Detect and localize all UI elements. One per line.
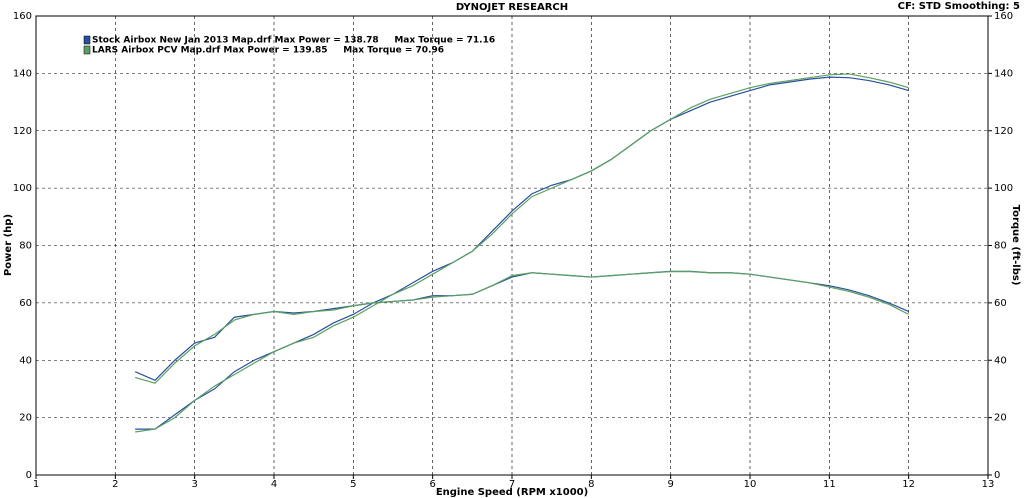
y2-tick-label: 40: [994, 355, 1007, 366]
x-tick-label: 5: [350, 479, 356, 490]
y-tick-label: 100: [13, 183, 32, 194]
legend-label: LARS Airbox PCV Map.drf Max Power = 139.…: [92, 46, 444, 56]
x-tick-label: 2: [112, 479, 118, 490]
x-tick-label: 4: [271, 479, 277, 490]
x-tick-label: 7: [509, 479, 515, 490]
data-line: [135, 73, 909, 433]
y-tick-label: 80: [19, 241, 32, 252]
x-tick-label: 6: [429, 479, 435, 490]
y2-tick-label: 140: [994, 68, 1013, 79]
x-tick-label: 1: [33, 479, 39, 490]
y2-tick-label: 100: [994, 183, 1013, 194]
legend-label: Stock Airbox New Jan 2013 Map.drf Max Po…: [92, 36, 495, 46]
x-tick-label: 9: [667, 479, 673, 490]
y-axis-label: Power (hp): [3, 214, 14, 276]
data-line: [135, 271, 909, 384]
legend-swatch: [83, 35, 91, 45]
x-tick-label: 11: [823, 479, 836, 490]
y2-tick-label: 0: [994, 470, 1000, 481]
x-tick-label: 8: [588, 479, 594, 490]
x-tick-label: 13: [982, 479, 995, 490]
x-axis-label: Engine Speed (RPM x1000): [436, 487, 588, 498]
y2-tick-label: 120: [994, 126, 1013, 137]
y-tick-label: 160: [13, 11, 32, 22]
y-tick-label: 20: [19, 413, 32, 424]
x-tick-label: 3: [191, 479, 197, 490]
subtitle: CF: STD Smoothing: 5: [898, 1, 1020, 12]
y-tick-label: 140: [13, 68, 32, 79]
x-tick-label: 12: [902, 479, 915, 490]
data-line: [135, 76, 909, 430]
y-tick-label: 40: [19, 355, 32, 366]
y2-axis-label: Torque (ft-lbs): [1010, 205, 1021, 286]
x-tick-label: 10: [744, 479, 757, 490]
chart-title: DYNOJET RESEARCH: [456, 2, 568, 13]
y2-tick-label: 60: [994, 298, 1007, 309]
y2-tick-label: 160: [994, 11, 1013, 22]
y2-tick-label: 20: [994, 413, 1007, 424]
y-tick-label: 120: [13, 126, 32, 137]
y-tick-label: 0: [26, 470, 32, 481]
y2-tick-label: 80: [994, 241, 1007, 252]
legend-swatch: [83, 45, 91, 55]
y-tick-label: 60: [19, 298, 32, 309]
